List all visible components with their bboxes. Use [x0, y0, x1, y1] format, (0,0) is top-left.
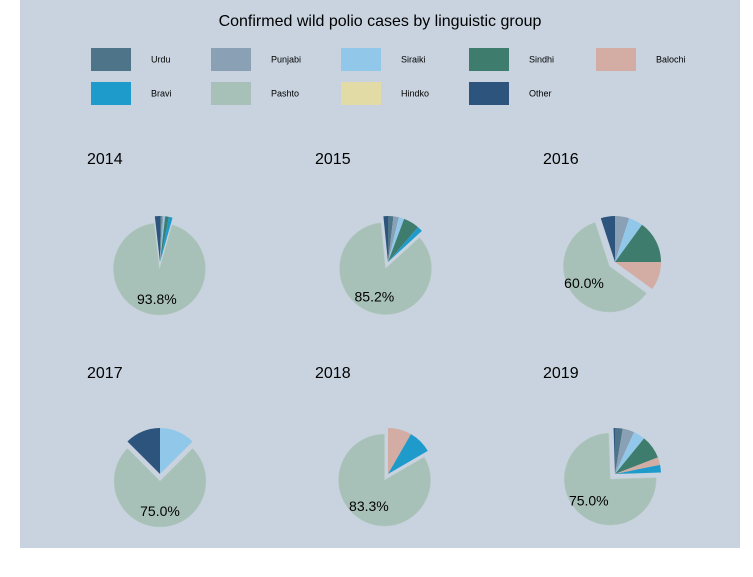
legend-swatch	[596, 48, 636, 71]
data-label: 93.8%	[137, 291, 177, 307]
pie-title: 2018	[315, 365, 351, 382]
data-label: 75.0%	[140, 503, 180, 519]
chart-title: Confirmed wild polio cases by linguistic…	[219, 13, 542, 30]
legend-swatch	[341, 82, 381, 105]
data-label: 83.3%	[349, 498, 389, 514]
legend-swatch	[91, 82, 131, 105]
legend-swatch	[211, 48, 251, 71]
pie-slice	[388, 428, 411, 474]
pie-slice	[615, 262, 661, 290]
pie-slice	[160, 428, 193, 474]
legend-swatch	[211, 82, 251, 105]
pie-title: 2017	[87, 365, 123, 382]
pie-slice	[388, 216, 394, 262]
legend-swatch	[341, 48, 381, 71]
pie-slice	[160, 216, 164, 262]
pie-slice	[615, 224, 661, 262]
data-label: 60.0%	[564, 275, 604, 291]
legend-label: Punjabi	[271, 54, 301, 64]
pie-title: 2014	[87, 151, 123, 168]
pie-slice	[615, 428, 623, 474]
legend-swatch	[91, 48, 131, 71]
pie-slice	[338, 433, 431, 527]
legend-label: Pashto	[271, 88, 299, 98]
data-label: 85.2%	[355, 288, 395, 304]
pie-slice	[339, 222, 432, 315]
data-label: 75.0%	[569, 493, 609, 509]
pie-slice	[615, 428, 635, 474]
pie-slice	[160, 216, 166, 262]
pie-slice	[383, 216, 388, 262]
pie-slice	[615, 464, 661, 474]
pie-slice	[388, 218, 418, 262]
legend-label: Hindko	[401, 88, 429, 98]
pie-slice	[388, 217, 405, 262]
pie-slice	[563, 222, 647, 313]
pie-slice	[154, 216, 160, 262]
pie-slice	[388, 216, 399, 262]
legend-label: Balochi	[656, 54, 686, 64]
pie-slice	[615, 218, 643, 262]
legend-label: Urdu	[151, 54, 171, 64]
pie-slice	[563, 432, 657, 526]
pie-title: 2015	[315, 151, 351, 168]
pie-slice	[160, 216, 162, 262]
legend-label: Other	[529, 88, 552, 98]
pie-slice	[127, 428, 160, 474]
pie-slice	[615, 216, 630, 262]
legend-label: Sindhi	[529, 54, 554, 64]
pie-slice	[160, 216, 169, 262]
pie-slice	[615, 457, 661, 474]
legend-swatch	[469, 82, 509, 105]
legend-label: Bravi	[151, 88, 172, 98]
pie-slice	[613, 428, 615, 474]
pie-title: 2019	[543, 365, 579, 382]
legend-label: Siraiki	[401, 54, 426, 64]
pie-slice	[600, 216, 615, 262]
pie-slice	[388, 434, 428, 474]
pie-slice	[615, 432, 645, 474]
pie-slice	[388, 227, 422, 262]
pie-slice	[113, 448, 207, 528]
pie-title: 2016	[543, 151, 579, 168]
legend-swatch	[469, 48, 509, 71]
pie-slice	[615, 438, 658, 474]
pie-slice	[160, 216, 173, 262]
pie-slice	[113, 222, 206, 316]
